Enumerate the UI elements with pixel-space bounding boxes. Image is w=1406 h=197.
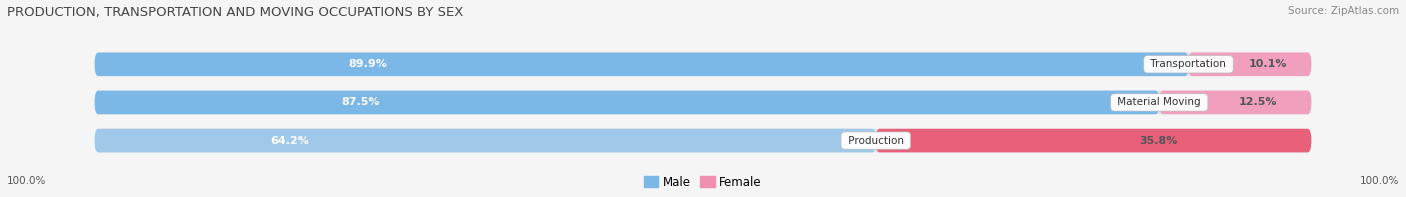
Text: Material Moving: Material Moving bbox=[1115, 98, 1204, 107]
FancyBboxPatch shape bbox=[94, 129, 1312, 152]
Text: 12.5%: 12.5% bbox=[1239, 98, 1278, 107]
Text: Production: Production bbox=[845, 136, 907, 146]
FancyBboxPatch shape bbox=[876, 129, 1312, 152]
Text: PRODUCTION, TRANSPORTATION AND MOVING OCCUPATIONS BY SEX: PRODUCTION, TRANSPORTATION AND MOVING OC… bbox=[7, 6, 464, 19]
FancyBboxPatch shape bbox=[94, 52, 1188, 76]
Text: 35.8%: 35.8% bbox=[1140, 136, 1178, 146]
Text: 100.0%: 100.0% bbox=[1360, 176, 1399, 186]
Text: Transportation: Transportation bbox=[1147, 59, 1229, 69]
Text: 100.0%: 100.0% bbox=[7, 176, 46, 186]
FancyBboxPatch shape bbox=[1160, 91, 1312, 114]
Legend: Male, Female: Male, Female bbox=[640, 171, 766, 193]
Text: 10.1%: 10.1% bbox=[1249, 59, 1288, 69]
FancyBboxPatch shape bbox=[94, 52, 1312, 76]
Text: 89.9%: 89.9% bbox=[349, 59, 388, 69]
FancyBboxPatch shape bbox=[1188, 52, 1312, 76]
Text: 87.5%: 87.5% bbox=[342, 98, 380, 107]
FancyBboxPatch shape bbox=[94, 129, 876, 152]
FancyBboxPatch shape bbox=[94, 91, 1312, 114]
Text: 64.2%: 64.2% bbox=[270, 136, 309, 146]
Text: Source: ZipAtlas.com: Source: ZipAtlas.com bbox=[1288, 6, 1399, 16]
FancyBboxPatch shape bbox=[94, 91, 1160, 114]
